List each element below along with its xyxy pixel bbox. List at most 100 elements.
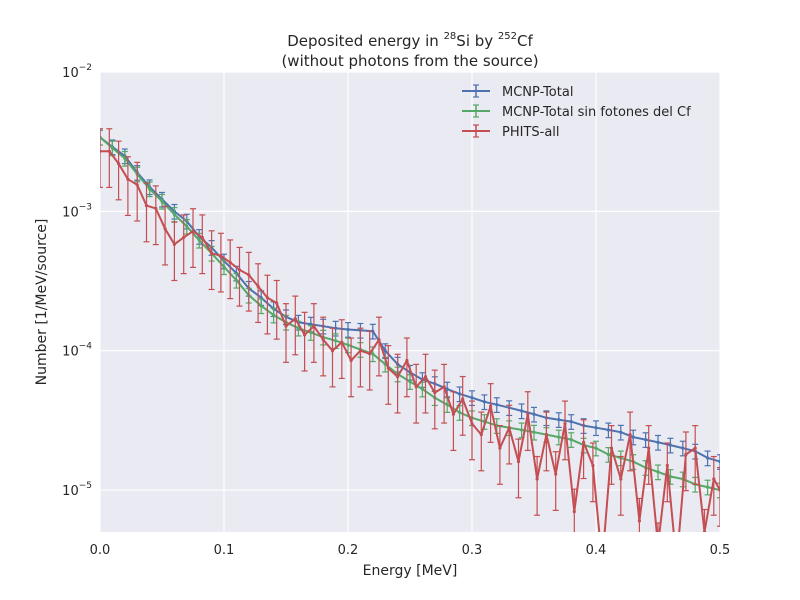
- data-point: [516, 460, 521, 464]
- data-point: [637, 519, 642, 523]
- data-point: [396, 375, 400, 379]
- error-bar: [115, 140, 122, 201]
- data-point: [582, 440, 586, 444]
- data-point: [572, 510, 576, 514]
- data-point: [470, 396, 474, 400]
- error-bar: [543, 411, 550, 472]
- data-point: [247, 273, 251, 277]
- data-point: [706, 485, 710, 489]
- data-point: [148, 187, 152, 191]
- legend-item-0: MCNP-Total: [462, 84, 573, 100]
- data-point: [520, 428, 524, 432]
- data-point: [312, 324, 316, 328]
- data-point: [495, 403, 499, 407]
- data-point: [414, 385, 418, 389]
- error-bar: [664, 442, 671, 503]
- error-bar: [171, 221, 178, 282]
- data-point: [219, 254, 223, 258]
- error-bar: [552, 451, 559, 511]
- error-bar: [487, 383, 494, 443]
- data-point: [256, 284, 260, 288]
- error-bar: [236, 246, 243, 307]
- error-bar: [506, 404, 513, 465]
- data-point: [470, 421, 474, 426]
- error-bar: [682, 431, 689, 492]
- error-bar: [283, 303, 289, 363]
- data-point: [458, 410, 462, 415]
- data-point: [665, 463, 669, 468]
- error-bar: [674, 540, 680, 552]
- data-point: [619, 430, 623, 434]
- error-bar: [292, 295, 299, 356]
- y-tick-base: 10: [62, 345, 79, 360]
- x-tick-label: 0.2: [338, 543, 359, 558]
- data-point: [442, 385, 446, 389]
- data-point: [303, 333, 307, 337]
- data-point: [594, 426, 598, 430]
- chart-title-line2: (without photons from the source): [281, 52, 538, 70]
- data-point: [535, 477, 539, 481]
- legend-item-2: PHITS-all: [462, 124, 560, 140]
- data-point: [334, 326, 338, 330]
- error-bar: [227, 239, 234, 300]
- error-bar: [134, 161, 141, 222]
- error-bar: [589, 442, 596, 503]
- data-point: [284, 324, 288, 328]
- data-point: [644, 438, 648, 442]
- data-point: [479, 432, 483, 437]
- error-bar: [180, 214, 187, 275]
- y-tick-base: 10: [62, 205, 79, 220]
- data-point: [100, 149, 102, 153]
- data-point: [210, 251, 214, 255]
- data-point: [160, 199, 164, 203]
- error-bar: [515, 438, 522, 499]
- data-point: [420, 387, 424, 391]
- data-point: [309, 330, 313, 335]
- error-bar: [413, 363, 420, 424]
- error-bar: [645, 425, 652, 485]
- x-tick-label: 0.3: [462, 543, 483, 558]
- y-tick-exponent: −5: [79, 481, 92, 491]
- legend-item-1: MCNP-Total sin fotones del Cf: [462, 104, 691, 120]
- error-bar: [441, 363, 448, 424]
- x-tick-label: 0.0: [90, 543, 111, 558]
- data-point: [569, 419, 573, 424]
- error-bar: [627, 411, 634, 472]
- data-point: [117, 162, 121, 166]
- error-bar: [450, 391, 457, 452]
- data-point: [712, 477, 716, 481]
- legend: MCNP-Total MCNP-Total sin fotones del Cf P…: [462, 84, 691, 140]
- data-point: [461, 397, 465, 401]
- error-bar: [710, 455, 717, 516]
- data-point: [498, 446, 502, 450]
- x-tick-label: 0.4: [586, 543, 607, 558]
- data-point: [172, 212, 176, 217]
- error-bar: [636, 497, 643, 532]
- data-point: [458, 392, 462, 396]
- data-point: [718, 460, 720, 464]
- data-point: [489, 404, 493, 408]
- error-bar: [692, 425, 699, 485]
- data-point: [197, 238, 201, 242]
- error-bar: [199, 214, 206, 275]
- error-bar: [357, 327, 364, 388]
- error-bar: [469, 400, 475, 461]
- data-point: [107, 149, 111, 153]
- error-bar: [162, 205, 169, 266]
- data-point: [563, 421, 567, 426]
- data-point: [154, 206, 158, 210]
- data-point: [702, 530, 707, 532]
- error-bar: [143, 182, 150, 243]
- y-axis-label: Number [1/MeV/source]: [34, 219, 50, 386]
- x-axis-ticks: 0.0 0.1 0.2 0.3 0.4 0.5: [90, 543, 731, 558]
- data-point: [526, 412, 530, 416]
- y-tick-label: 10−2: [62, 63, 92, 81]
- error-bar: [376, 316, 382, 377]
- error-bar: [496, 425, 503, 485]
- data-point: [445, 403, 449, 407]
- data-point: [656, 470, 660, 474]
- data-point: [433, 391, 437, 395]
- data-point: [606, 452, 611, 457]
- data-point: [371, 329, 375, 333]
- grid-lines: [99, 71, 721, 532]
